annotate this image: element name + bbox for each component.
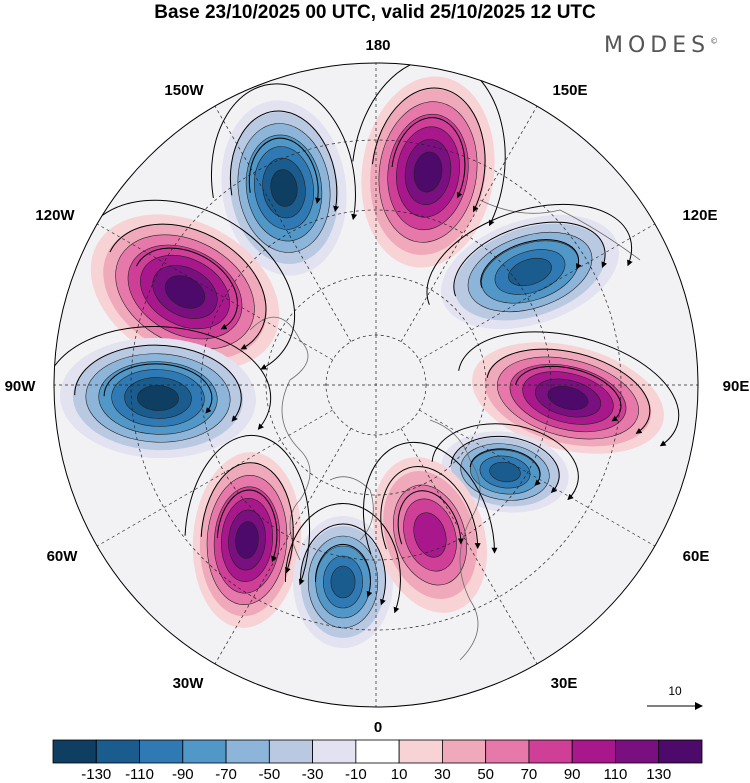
lon-label-180: 180 bbox=[365, 37, 391, 54]
streamline bbox=[54, 326, 272, 430]
streamline bbox=[184, 434, 311, 586]
anomaly-layer bbox=[60, 76, 664, 648]
streamline bbox=[515, 365, 622, 422]
colorbar-tick-label: 10 bbox=[390, 766, 408, 783]
anomaly-contour-central-asia-high bbox=[547, 386, 589, 410]
streamline bbox=[426, 203, 633, 305]
lon-label-90w: 90W bbox=[4, 378, 36, 395]
lon-label-0: 0 bbox=[373, 719, 383, 736]
coastline bbox=[479, 199, 641, 261]
colorbar-tick-label: -90 bbox=[171, 766, 194, 783]
colorbar-swatch bbox=[52, 739, 97, 764]
coastline bbox=[249, 316, 311, 561]
colorbar-swatch bbox=[225, 739, 270, 764]
colorbar-tick-label: 90 bbox=[563, 766, 581, 783]
colorbar-swatch bbox=[398, 739, 443, 764]
lon-label-30w: 30W bbox=[172, 675, 204, 692]
colorbar-tick-label: -130 bbox=[81, 766, 112, 783]
colorbar-tick-label: -50 bbox=[258, 766, 281, 783]
coastline bbox=[329, 476, 374, 541]
streamline bbox=[486, 348, 651, 434]
lon-label-90e: 90E bbox=[722, 378, 750, 395]
streamline bbox=[216, 489, 278, 563]
colorbar-swatch bbox=[615, 739, 660, 764]
streamline bbox=[74, 344, 242, 422]
streamline bbox=[200, 462, 294, 574]
colorbar-tick-label: 70 bbox=[520, 766, 538, 783]
anomaly-contour-pacific-low bbox=[270, 169, 298, 207]
colorbar-tick-label: -70 bbox=[215, 766, 237, 783]
colorbar-swatch bbox=[441, 739, 487, 764]
streamline bbox=[299, 523, 386, 606]
anomaly-contour-aleutian-high bbox=[413, 151, 443, 193]
streamline bbox=[135, 247, 238, 330]
colorbar-tick-label: 110 bbox=[603, 766, 628, 783]
lon-label-150e: 150E bbox=[552, 82, 588, 99]
colorbar-tick-label: 30 bbox=[434, 766, 451, 783]
chart-title: Base 23/10/2025 00 UTC, valid 25/10/2025… bbox=[154, 2, 596, 23]
map-disk bbox=[54, 63, 698, 707]
streamline bbox=[284, 502, 401, 614]
colorbar-swatch bbox=[571, 739, 616, 764]
lon-label-120w: 120W bbox=[35, 207, 75, 224]
streamline bbox=[210, 83, 358, 221]
coastlines bbox=[249, 199, 641, 661]
latitude-circle bbox=[200, 209, 552, 561]
streamline bbox=[480, 239, 582, 288]
streamline bbox=[371, 87, 486, 213]
anomaly-contour-ural-low bbox=[489, 461, 521, 483]
streamline bbox=[229, 110, 340, 213]
anomaly-contour-atlantic-high bbox=[235, 521, 259, 559]
lon-label-150w: 150W bbox=[164, 82, 204, 99]
coastline bbox=[429, 419, 481, 661]
streamline bbox=[362, 441, 498, 555]
brand-text: MODES bbox=[604, 33, 711, 58]
colorbar-swatch bbox=[182, 739, 227, 764]
colorbar-swatch bbox=[528, 739, 573, 764]
streamline bbox=[431, 423, 579, 501]
colorbar-swatch bbox=[312, 739, 357, 764]
colorbar-swatch bbox=[95, 739, 140, 764]
colorbar bbox=[52, 739, 703, 764]
anomaly-contour-greenland-low bbox=[330, 565, 356, 599]
streamline bbox=[469, 448, 541, 486]
streamline bbox=[109, 223, 267, 350]
copyright-mark: © bbox=[710, 36, 719, 46]
map-border bbox=[53, 62, 699, 708]
lon-label-60w: 60W bbox=[46, 548, 78, 565]
colorbar-tick-label: -10 bbox=[345, 766, 367, 783]
colorbar-tick-label: 130 bbox=[646, 766, 672, 783]
vector-reference-label: 10 bbox=[668, 684, 682, 698]
anomaly-contour-europe-high bbox=[413, 512, 447, 558]
colorbar-tick-label: -110 bbox=[125, 766, 154, 783]
lon-label-30e: 30E bbox=[550, 675, 578, 692]
colorbar-swatch bbox=[268, 739, 314, 764]
colorbar-tick-label: 50 bbox=[477, 766, 494, 783]
colorbar-swatch bbox=[139, 739, 184, 764]
streamline bbox=[458, 331, 680, 447]
colorbar-swatch bbox=[658, 739, 703, 764]
streamline bbox=[450, 435, 560, 493]
colorbar-swatch bbox=[485, 739, 530, 764]
streamline bbox=[314, 543, 373, 598]
graticule bbox=[54, 63, 698, 707]
anomaly-contour-east-siberia-low bbox=[508, 257, 552, 287]
streamline bbox=[397, 490, 464, 545]
streamline bbox=[380, 466, 481, 550]
streamline bbox=[453, 221, 608, 297]
colorbar-tick-label: -30 bbox=[301, 766, 324, 783]
modes-logo: MODES© bbox=[604, 33, 718, 58]
lon-label-120e: 120E bbox=[682, 207, 718, 224]
anomaly-contour-hudson-low bbox=[137, 385, 179, 411]
lon-label-60e: 60E bbox=[682, 548, 710, 565]
colorbar-swatch bbox=[355, 739, 400, 764]
streamline bbox=[103, 363, 213, 414]
